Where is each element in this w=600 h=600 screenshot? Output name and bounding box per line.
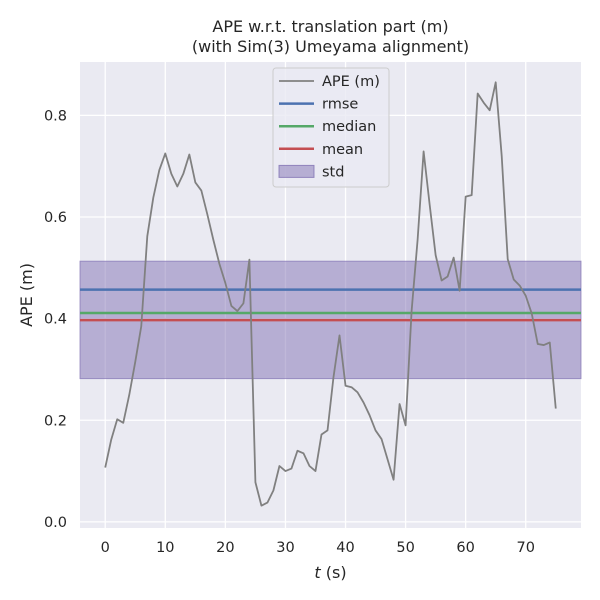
legend: APE (m) rmse median mean std	[272, 67, 390, 188]
y-tick-label-1: 0.2	[44, 413, 67, 429]
y-tick-label-2: 0.4	[44, 312, 67, 328]
x-tick-label-50: 50	[396, 540, 414, 556]
ape-series-line	[104, 81, 557, 507]
stat-lines-layer	[80, 288, 581, 322]
y-tick-label-4: 0.8	[44, 108, 67, 124]
legend-label-rmse: rmse	[322, 97, 358, 113]
legend-label-ape: APE (m)	[322, 74, 380, 90]
legend-label-mean: mean	[322, 142, 363, 158]
x-axis-label-unit: (s)	[321, 563, 347, 582]
y-tick-label-3: 0.6	[44, 210, 67, 226]
y-tick-label-0: 0.0	[44, 515, 67, 531]
legend-label-median: median	[322, 119, 376, 135]
x-axis-label: t (s)	[314, 563, 346, 582]
legend-swatch-std	[278, 164, 315, 178]
y-axis-label: APE (m)	[17, 263, 36, 327]
tick-labels: 0 10 20 30 40 50 60 70 0.0 0.2 0.4 0.6 0.8	[44, 108, 535, 556]
chart-title: APE w.r.t. translation part (m)	[212, 17, 448, 36]
x-tick-label-10: 10	[156, 540, 174, 556]
series-layer	[104, 81, 557, 507]
x-tick-label-70: 70	[517, 540, 535, 556]
legend-box	[272, 67, 390, 188]
x-tick-label-40: 40	[336, 540, 354, 556]
x-tick-label-30: 30	[276, 540, 294, 556]
x-axis-label-var: t	[314, 563, 321, 582]
chart-subtitle: (with Sim(3) Umeyama alignment)	[192, 37, 469, 56]
x-tick-label-0: 0	[101, 540, 110, 556]
legend-label-std: std	[322, 164, 344, 180]
x-tick-label-60: 60	[456, 540, 474, 556]
x-tick-label-20: 20	[216, 540, 234, 556]
